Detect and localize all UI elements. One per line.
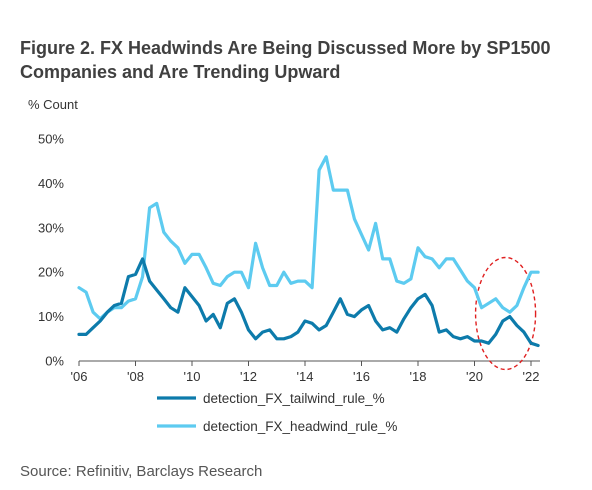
legend-label-headwind: detection_FX_headwind_rule_%: [203, 419, 397, 434]
x-tick-label: '08: [127, 369, 144, 384]
axes: 0% 10% 20% 30% 40% 50% '06 '08 '10 '12 '14 '16 '18 '2…: [38, 132, 540, 384]
headwind-series-line: [77, 155, 540, 321]
highlight-ellipse: [474, 256, 537, 371]
annotation-layer: [474, 256, 537, 371]
series-layer: [77, 155, 540, 348]
x-tick-label: '12: [240, 369, 257, 384]
x-tick-label: '18: [410, 369, 427, 384]
y-axis-label: % Count: [28, 97, 78, 112]
x-tick-label: '06: [71, 369, 88, 384]
y-tick-label: 10%: [38, 309, 64, 324]
legend-label-tailwind: detection_FX_tailwind_rule_%: [203, 391, 385, 406]
x-tick-label: '14: [297, 369, 314, 384]
y-tick-label: 30%: [38, 220, 64, 235]
x-tick-label: '22: [523, 369, 540, 384]
legend: detection_FX_tailwind_rule_% detection_FX…: [157, 391, 397, 434]
chart-title: Figure 2. FX Headwinds Are Being Discuss…: [20, 38, 551, 82]
x-tick-label: '16: [353, 369, 370, 384]
y-tick-label: 20%: [38, 265, 64, 280]
x-tick-label: '20: [466, 369, 483, 384]
y-tick-label: 0%: [45, 354, 64, 369]
y-tick-label: 50%: [38, 132, 64, 147]
x-tick-label: '10: [184, 369, 201, 384]
source-note: Source: Refinitiv, Barclays Research: [20, 463, 263, 480]
tailwind-series-line: [77, 257, 540, 348]
y-tick-label: 40%: [38, 176, 64, 191]
